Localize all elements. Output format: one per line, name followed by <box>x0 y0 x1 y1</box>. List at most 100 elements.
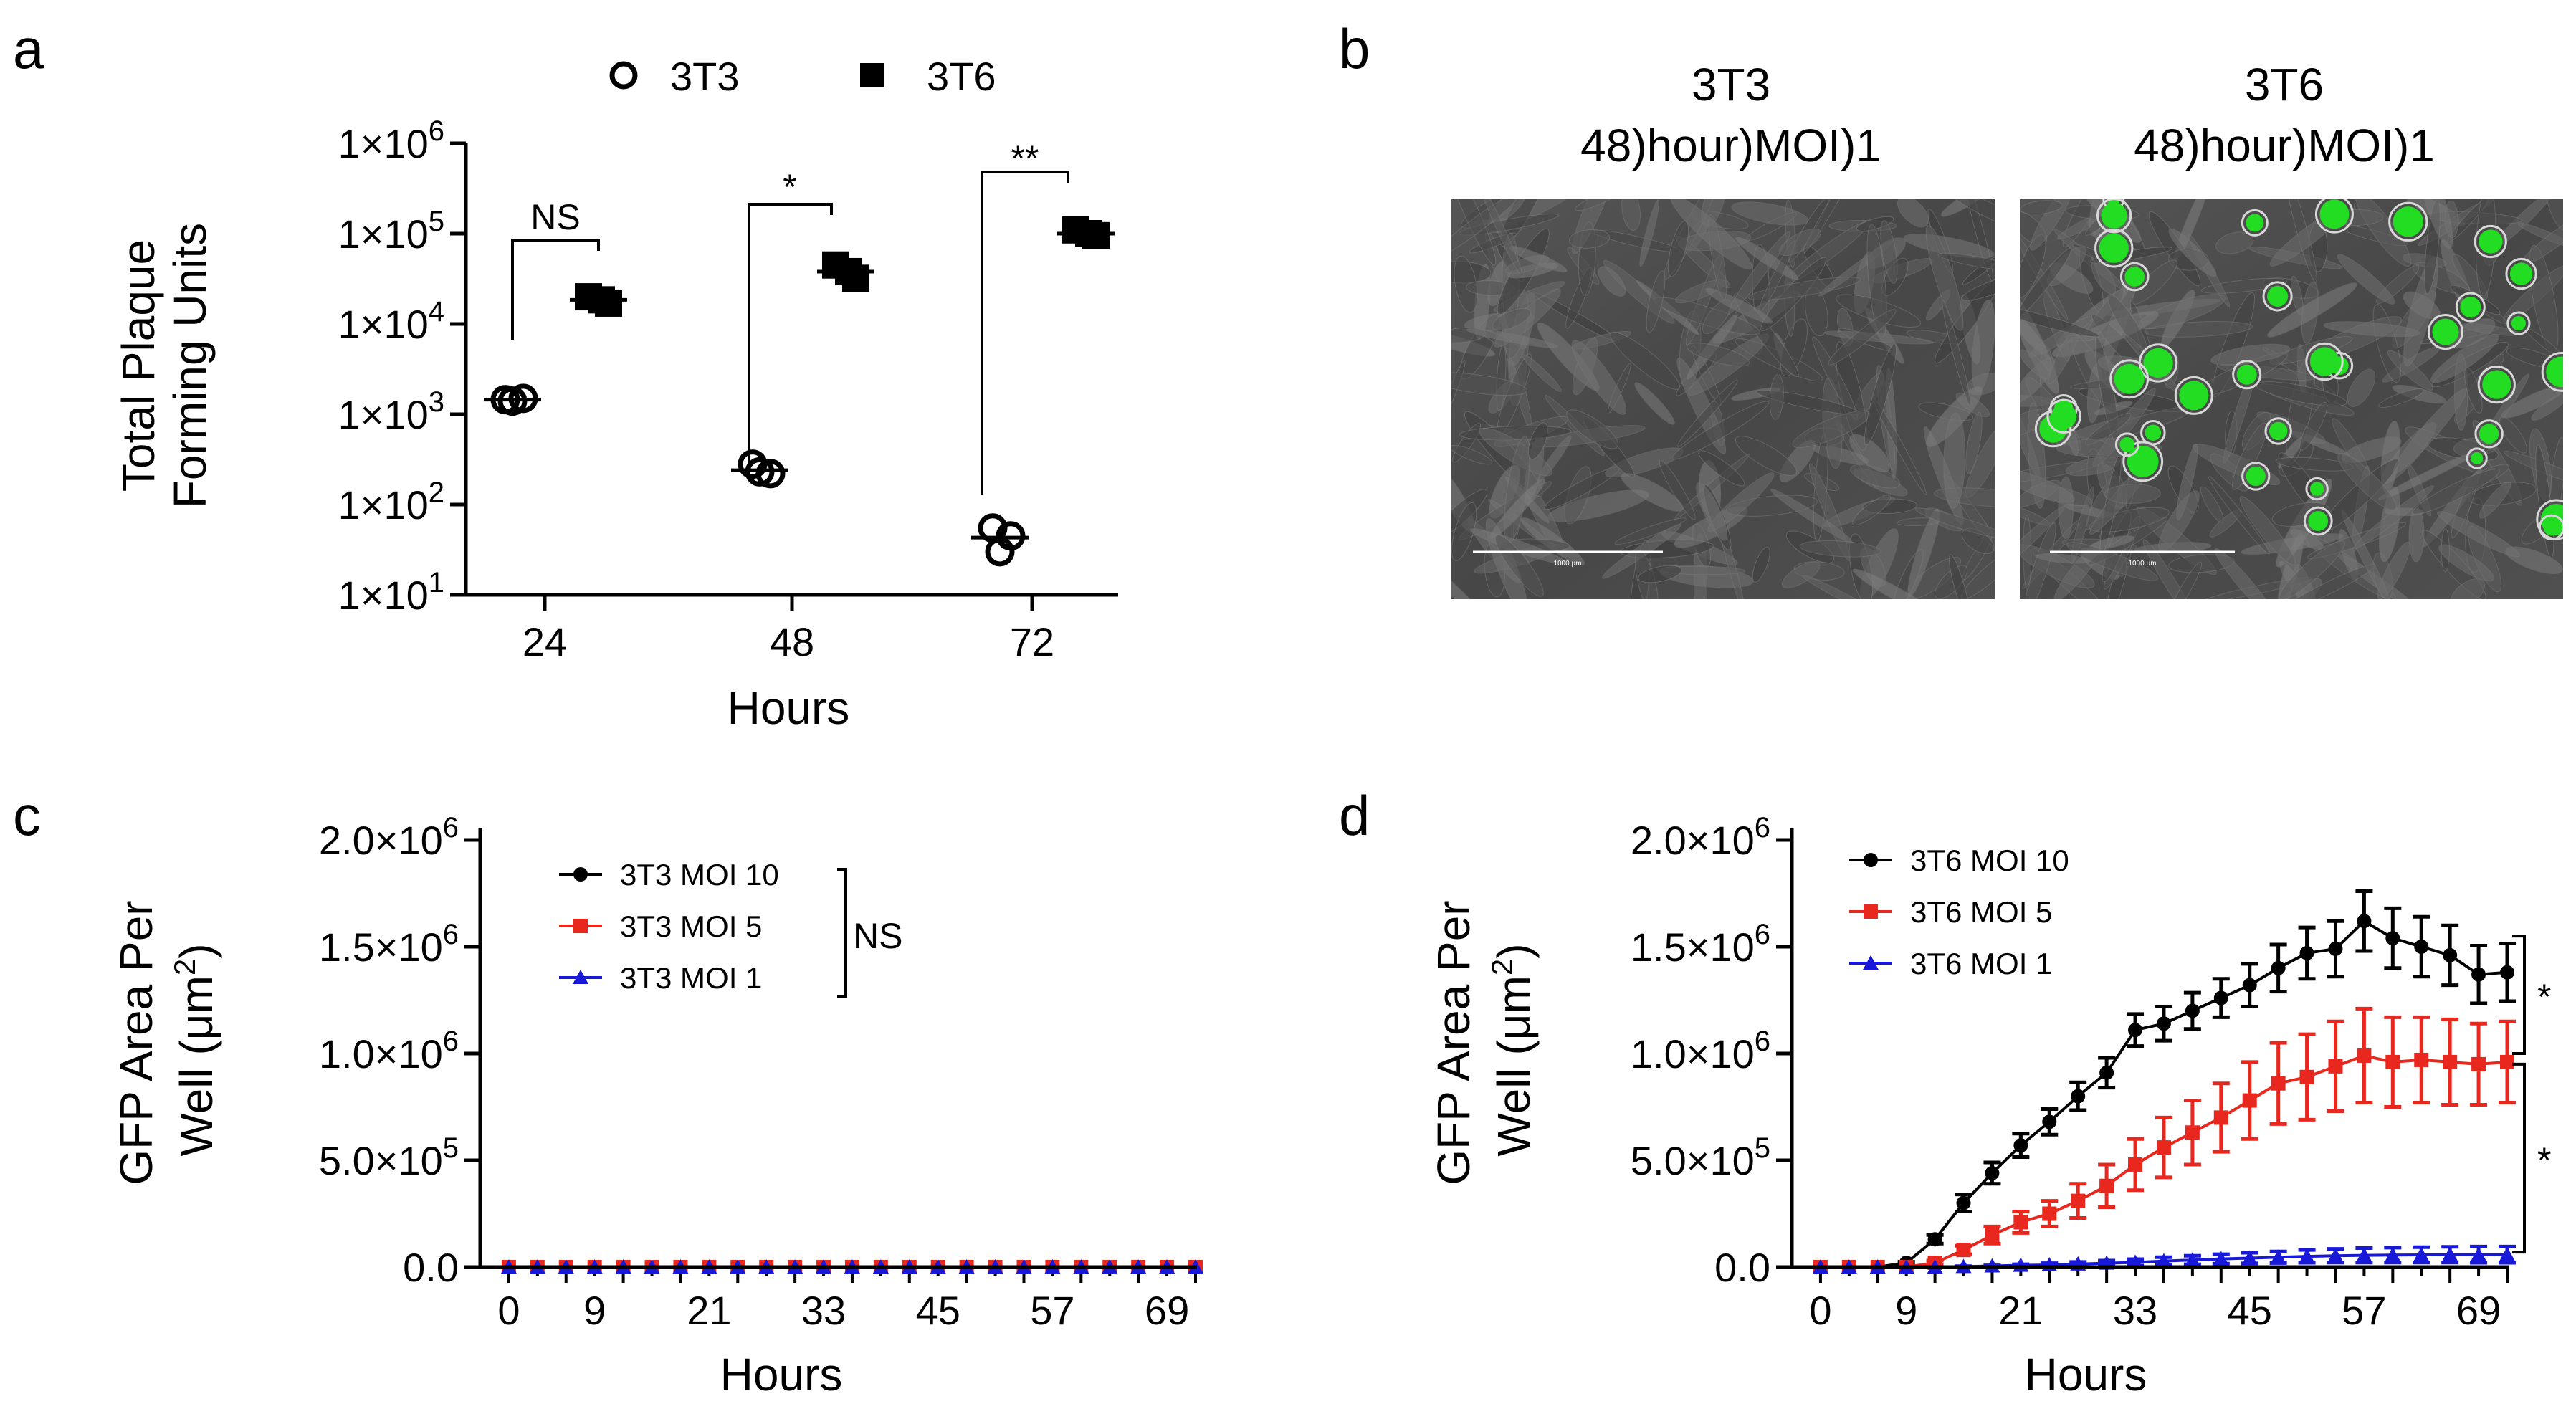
gfp-cell <box>2319 199 2350 229</box>
gfp-cell <box>2051 403 2077 429</box>
panel-d-point-0-19 <box>2357 914 2372 929</box>
cell <box>1864 343 1897 446</box>
panel-d-xtick-label-0: 0 <box>1809 1288 1831 1333</box>
cell <box>1659 459 1696 520</box>
cell <box>2323 321 2420 338</box>
cell <box>1707 472 1775 532</box>
legend-label-3t6: 3T6 <box>927 54 996 99</box>
rounded-cell <box>2109 359 2150 399</box>
cell <box>1965 411 1983 474</box>
panel-c-legend-label-2: 3T3 MOI 1 <box>620 961 762 995</box>
cell <box>1451 199 1522 260</box>
cell <box>2299 401 2328 451</box>
panel-d-point-0-13 <box>2185 1003 2200 1018</box>
panel-d-point-1-24 <box>2500 1054 2514 1069</box>
cell <box>1670 199 1752 270</box>
cell <box>1880 220 1898 284</box>
panel-d-point-1-20 <box>2385 1054 2400 1069</box>
cell <box>2504 451 2563 488</box>
panel-d-point-1-17 <box>2299 1069 2314 1084</box>
panel-d-point-1-7 <box>2013 1215 2028 1230</box>
panel-d-point-1-19 <box>2357 1048 2372 1063</box>
cell <box>2215 231 2254 254</box>
scale-bar-3t6-label: 1000 µm <box>2128 560 2156 568</box>
cell <box>1571 340 1627 415</box>
cell <box>1897 199 1929 228</box>
panel-d-point-0-15 <box>2242 978 2257 993</box>
cell <box>1731 201 1808 226</box>
panel-d-significance: ** <box>2512 935 2551 1254</box>
panel-c-xtick-label-4: 45 <box>916 1288 960 1333</box>
panel-c-chart: GFP Area Per Well (μm2) Hours 0.0 5.0×105… <box>110 812 1203 1400</box>
panel-a-sig-bracket-72 <box>981 171 1069 495</box>
gfp-cell <box>2308 511 2329 531</box>
cell <box>1494 534 1544 597</box>
cell <box>2104 484 2161 504</box>
gfp-cell <box>2460 297 2481 318</box>
rounded-cell <box>2314 199 2354 234</box>
cell <box>2290 529 2324 550</box>
panel-d-point-1-21 <box>2414 1052 2429 1067</box>
rounded-cell <box>2140 419 2166 446</box>
panel-c-ytick-label-4: 2.0×106 <box>319 812 459 863</box>
cell <box>1451 199 1497 266</box>
panel-d-xlabel: Hours <box>2025 1349 2147 1400</box>
cell <box>2142 539 2194 599</box>
rounded-cell <box>2388 201 2428 242</box>
cell <box>1610 331 1681 390</box>
cell <box>2239 496 2296 566</box>
rounded-cell <box>2114 432 2139 457</box>
panel-c-ylabel-line2: Well (μm2) <box>168 943 222 1156</box>
rounded-cell <box>2303 506 2333 536</box>
cell <box>2438 544 2494 582</box>
rounded-cell <box>2119 262 2150 292</box>
cell <box>1451 502 1477 561</box>
cell <box>2208 476 2270 555</box>
panel-d-point-0-17 <box>2299 945 2314 960</box>
cell <box>1687 343 1750 367</box>
cell <box>1575 199 1621 211</box>
panel-d-ytick-label-3: 1.5×106 <box>1631 919 1770 970</box>
cell <box>2337 452 2397 511</box>
gfp-cell <box>2511 316 2526 331</box>
cell <box>2168 561 2203 599</box>
rounded-cell <box>2466 447 2488 469</box>
gfp-cell <box>2471 452 2484 464</box>
cell <box>1466 328 1558 348</box>
panel-d-point-0-16 <box>2271 960 2286 975</box>
panel-c-legend-marker-2 <box>573 970 588 984</box>
cell <box>1638 565 1682 583</box>
cell <box>1671 401 1770 460</box>
panel-d-sig-bracket-1 <box>2512 1062 2526 1254</box>
panel-a-legend: 3T3 3T6 <box>609 54 996 99</box>
rounded-cell <box>2232 360 2262 390</box>
panel-d-legend-marker-0 <box>1864 853 1878 867</box>
cell <box>2499 416 2527 454</box>
cell <box>1698 450 1745 487</box>
panel-d-point-1-10 <box>2099 1178 2114 1193</box>
cell <box>1937 252 1995 271</box>
panel-c-xlabel: Hours <box>720 1349 843 1400</box>
panel-d-point-1-6 <box>1985 1228 2000 1243</box>
panel-d-ylabel-line1: GFP Area Per <box>1428 900 1479 1185</box>
panel-c-ytick-label-0: 0.0 <box>403 1245 459 1290</box>
panel-a-chart: 3T3 3T6 Total Plaque Forming Units Hours… <box>113 54 1118 734</box>
panel-c-ytick-label-2: 1.0×106 <box>319 1026 459 1076</box>
cell <box>2200 486 2224 523</box>
micrograph-3t3: 1000 µm <box>1451 199 1995 599</box>
gfp-cell <box>2099 233 2129 263</box>
panel-a-xlabel: Hours <box>728 682 850 734</box>
cell <box>2544 199 2563 231</box>
cell <box>1949 554 1970 599</box>
gfp-cell <box>2309 482 2324 496</box>
image-2-title-line1: 3T6 <box>2245 59 2324 110</box>
panel-c-xtick-label-5: 57 <box>1030 1288 1074 1333</box>
cell <box>2430 334 2499 383</box>
cell <box>1522 353 1562 392</box>
panel-a-ylabel-line1: Total Plaque <box>113 239 164 492</box>
panel-d-ytick-label-0: 0.0 <box>1714 1245 1770 1290</box>
panel-d-point-0-11 <box>2128 1023 2143 1038</box>
rounded-cell <box>2046 398 2081 434</box>
rounded-cell <box>2096 199 2132 234</box>
cell <box>1943 412 1966 509</box>
